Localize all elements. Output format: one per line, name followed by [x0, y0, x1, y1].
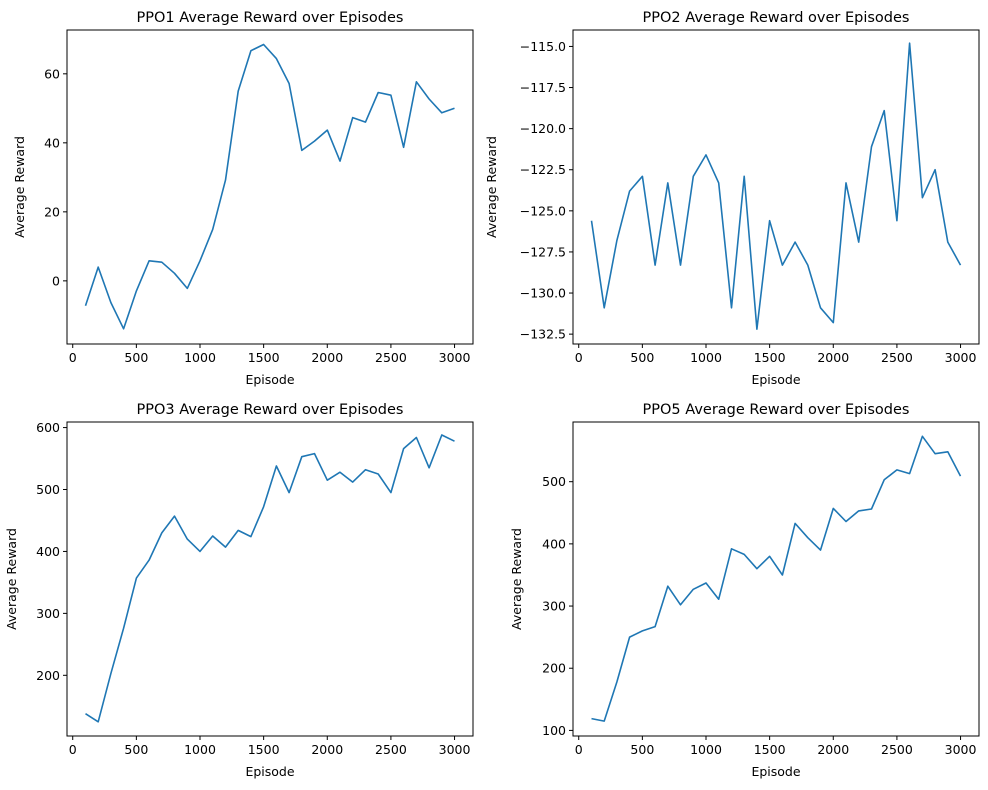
chart-title: PPO5 Average Reward over Episodes: [643, 402, 910, 418]
x-tick-label: 500: [630, 350, 654, 365]
y-tick-label: 60: [44, 66, 60, 81]
y-axis-label: Average Reward: [12, 136, 27, 238]
y-tick-label: −115.0: [520, 39, 566, 54]
y-tick-label: 400: [36, 544, 60, 559]
x-tick-label: 3000: [439, 350, 471, 365]
x-tick-label: 0: [575, 350, 583, 365]
x-tick-label: 1500: [754, 742, 786, 757]
y-tick-label: 200: [542, 661, 566, 676]
x-tick-label: 0: [69, 350, 77, 365]
x-tick-label: 0: [69, 742, 77, 757]
x-tick-label: 2500: [375, 350, 407, 365]
y-tick-label: 100: [542, 723, 566, 738]
x-tick-label: 1500: [754, 350, 786, 365]
y-axis-label: Average Reward: [509, 528, 524, 630]
x-axis-label: Episode: [245, 372, 294, 387]
series-line: [84, 43, 455, 330]
y-axis-label: Average Reward: [4, 528, 19, 630]
y-tick-label: −132.5: [520, 327, 566, 342]
y-tick-label: −120.0: [520, 121, 566, 136]
y-tick-label: 600: [36, 420, 60, 435]
x-tick-label: 2000: [817, 742, 849, 757]
y-tick-label: 0: [52, 273, 60, 288]
y-tick-label: −117.5: [520, 80, 566, 95]
subplot-ppo2: PPO2 Average Reward over Episodes Episod…: [484, 10, 980, 387]
x-axis-label: Episode: [245, 764, 294, 779]
x-tick-label: 2500: [881, 742, 913, 757]
x-axis-label: Episode: [751, 764, 800, 779]
subplot-ppo3: PPO3 Average Reward over Episodes Episod…: [4, 402, 474, 779]
y-tick-label: 20: [44, 204, 60, 219]
x-tick-label: 500: [630, 742, 654, 757]
chart-title: PPO1 Average Reward over Episodes: [137, 10, 404, 26]
series-line: [85, 434, 455, 723]
x-tick-label: 2000: [311, 350, 343, 365]
subplot-ppo5: PPO5 Average Reward over Episodes Episod…: [509, 402, 980, 779]
x-tick-label: 3000: [439, 742, 471, 757]
chart-title: PPO2 Average Reward over Episodes: [643, 10, 910, 26]
y-tick-label: −125.0: [520, 203, 566, 218]
x-tick-label: 500: [124, 350, 148, 365]
axes-frame: [66, 29, 474, 345]
axes-frame: [572, 421, 980, 737]
x-tick-label: 2000: [817, 350, 849, 365]
x-tick-label: 0: [575, 742, 583, 757]
x-tick-label: 1000: [184, 350, 216, 365]
y-tick-label: 300: [36, 606, 60, 621]
y-tick-label: −127.5: [520, 244, 566, 259]
y-tick-label: 500: [542, 474, 566, 489]
x-tick-label: 1000: [184, 742, 216, 757]
axes-frame: [66, 421, 474, 737]
y-tick-label: −130.0: [520, 286, 566, 301]
chart-title: PPO3 Average Reward over Episodes: [137, 402, 404, 418]
x-tick-label: 1000: [690, 350, 722, 365]
y-tick-label: 200: [36, 668, 60, 683]
x-tick-label: 2000: [311, 742, 343, 757]
series-line: [591, 435, 962, 722]
y-tick-label: 500: [36, 482, 60, 497]
x-axis-label: Episode: [751, 372, 800, 387]
x-tick-label: 1000: [690, 742, 722, 757]
x-tick-label: 1500: [248, 350, 280, 365]
y-tick-label: 40: [44, 135, 60, 150]
y-tick-label: 400: [542, 536, 566, 551]
y-tick-label: −122.5: [520, 162, 566, 177]
axes-frame: [572, 29, 980, 345]
series-line: [590, 42, 962, 331]
x-tick-label: 2500: [375, 742, 407, 757]
x-tick-label: 3000: [945, 742, 977, 757]
x-tick-label: 1500: [248, 742, 280, 757]
y-axis-label: Average Reward: [484, 136, 499, 238]
x-tick-label: 2500: [881, 350, 913, 365]
y-tick-label: 300: [542, 599, 566, 614]
x-tick-label: 500: [124, 742, 148, 757]
x-tick-label: 3000: [945, 350, 977, 365]
subplot-ppo1: PPO1 Average Reward over Episodes Episod…: [12, 10, 474, 387]
